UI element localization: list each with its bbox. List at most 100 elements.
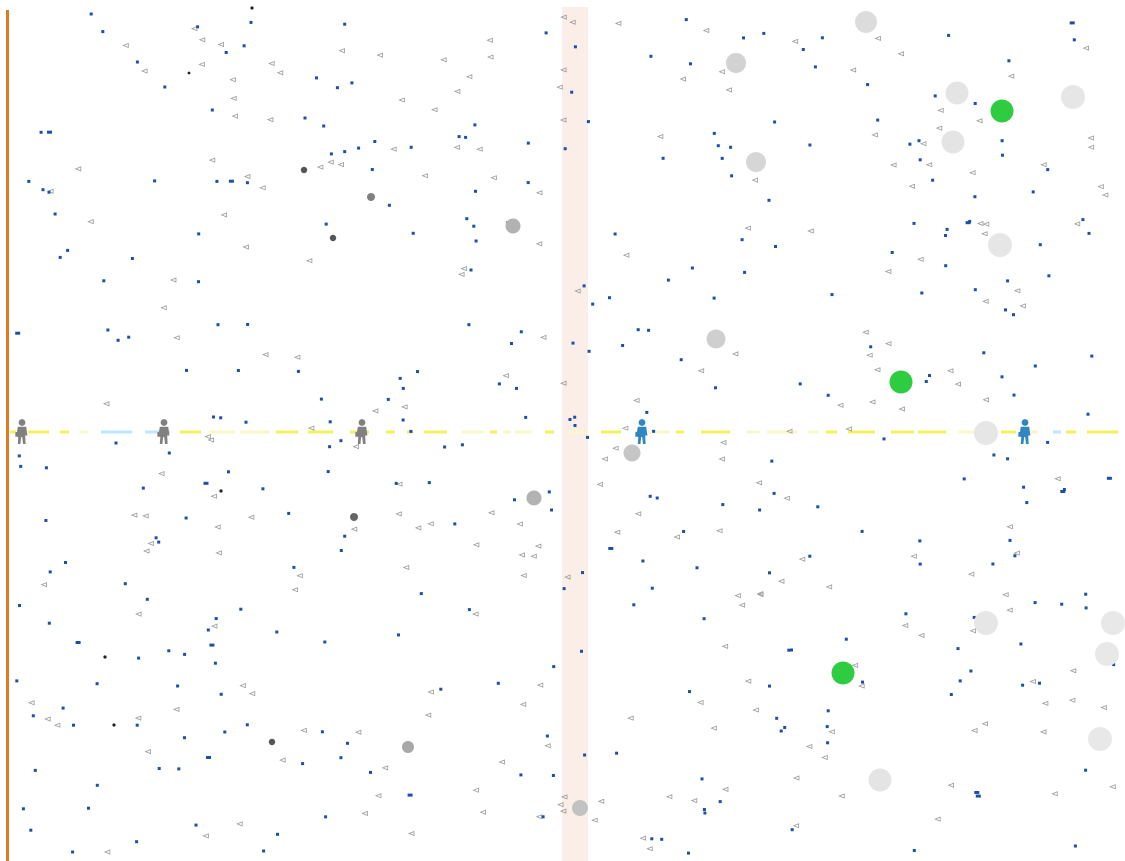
grey-orb[interactable] <box>706 329 726 349</box>
triangle-marker <box>716 528 723 534</box>
grey-orb[interactable] <box>746 152 766 172</box>
pale-orb[interactable] <box>868 768 892 792</box>
green-orb[interactable] <box>831 661 855 685</box>
blue-dot <box>44 466 48 470</box>
pale-orb[interactable] <box>974 611 998 635</box>
blue-dot <box>41 188 45 192</box>
track-segment <box>308 430 333 434</box>
track-segment <box>545 430 554 434</box>
grey-orb[interactable] <box>623 444 641 462</box>
blue-dot <box>973 102 977 105</box>
triangle-marker <box>236 821 243 827</box>
blue-dot <box>44 519 48 522</box>
triangle-marker <box>731 351 739 357</box>
blue-dot <box>427 481 431 485</box>
triangle-marker <box>560 794 568 800</box>
triangle-marker <box>807 228 814 234</box>
blue-dot <box>292 565 296 569</box>
triangle-marker <box>300 727 307 733</box>
green-orb[interactable] <box>990 99 1014 123</box>
grey-orb[interactable] <box>526 490 542 506</box>
grey-orb[interactable] <box>572 800 588 816</box>
blue-dot <box>21 807 25 811</box>
triangle-marker <box>458 271 465 277</box>
blue-dot <box>689 62 692 66</box>
grey-orb[interactable] <box>505 218 521 234</box>
dark-pellet[interactable] <box>367 193 375 201</box>
blue-dot <box>1012 393 1016 397</box>
triangle-marker <box>612 445 619 451</box>
triangle-marker <box>53 722 61 728</box>
dark-pellet[interactable] <box>219 489 223 493</box>
blue-dot <box>386 397 390 401</box>
triangle-marker <box>1097 184 1104 190</box>
blue-dot <box>513 498 516 502</box>
dark-pellet[interactable] <box>268 738 276 746</box>
track-segment <box>515 430 532 434</box>
track-segment <box>276 430 298 434</box>
blue-dot <box>767 198 771 202</box>
blue-dot <box>167 649 171 653</box>
blue-dot <box>510 342 513 345</box>
blue-dot <box>772 491 776 495</box>
dark-pellet[interactable] <box>329 234 337 242</box>
green-orb[interactable] <box>889 370 913 394</box>
blue-dot <box>775 716 779 720</box>
dark-pellet[interactable] <box>112 723 116 727</box>
blue-dot <box>1073 844 1077 848</box>
triangle-marker <box>614 20 622 26</box>
blue-dot <box>343 22 347 26</box>
triangle-marker <box>871 132 878 138</box>
dark-pellet[interactable] <box>103 655 107 659</box>
blue-dot <box>194 823 198 827</box>
blue-dot <box>869 345 873 349</box>
blue-dot <box>87 806 90 810</box>
triangle-marker <box>427 521 434 527</box>
blue-dot <box>242 44 246 48</box>
grey-orb[interactable] <box>402 741 414 753</box>
triangle-marker <box>398 97 405 103</box>
blue-dot <box>370 168 374 171</box>
pale-orb[interactable] <box>974 421 998 445</box>
blue-dot <box>210 108 214 112</box>
triangle-marker <box>792 823 800 829</box>
triangle-marker <box>243 173 251 180</box>
dark-pellet[interactable] <box>250 6 254 10</box>
blue-dot <box>467 608 471 612</box>
triangle-marker <box>917 256 924 262</box>
blue-dot <box>519 330 523 334</box>
blue-dot <box>1007 59 1011 63</box>
blue-dot <box>261 487 265 491</box>
blue-dot <box>197 232 201 236</box>
pale-orb[interactable] <box>941 130 965 154</box>
blue-dot <box>219 416 223 420</box>
dark-pellet[interactable] <box>187 71 191 75</box>
pale-orb[interactable] <box>1088 727 1112 751</box>
pale-orb[interactable] <box>1101 611 1125 635</box>
blue-dot <box>1004 308 1007 312</box>
dark-pellet[interactable] <box>350 513 358 521</box>
blue-dot <box>1021 683 1025 687</box>
triangle-marker <box>639 835 646 841</box>
track-segment <box>10 430 16 434</box>
blue-dot <box>401 418 405 422</box>
dark-pellet[interactable] <box>300 166 308 174</box>
grey-orb[interactable] <box>855 11 877 33</box>
blue-dot <box>890 251 894 254</box>
triangle-marker <box>268 60 275 67</box>
triangle-marker <box>421 173 428 179</box>
blue-dot <box>702 617 706 621</box>
triangle-marker <box>476 146 483 152</box>
pale-orb[interactable] <box>1095 642 1119 666</box>
triangle-marker <box>40 582 47 588</box>
triangle-marker <box>1068 697 1076 703</box>
pale-orb[interactable] <box>945 81 969 105</box>
pale-orb[interactable] <box>1061 85 1085 109</box>
pale-orb[interactable] <box>988 233 1012 257</box>
blue-dot <box>1019 642 1023 646</box>
blue-dot <box>526 141 530 145</box>
grey-orb[interactable] <box>726 53 746 73</box>
track-segment <box>1066 430 1076 434</box>
blue-dot <box>702 808 706 811</box>
